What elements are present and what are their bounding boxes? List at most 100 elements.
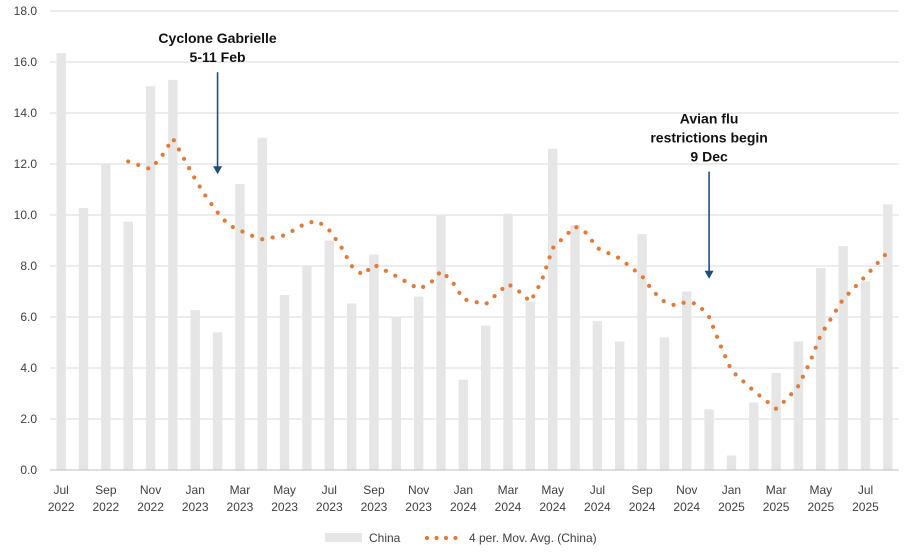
ma-dot-50 <box>517 289 522 294</box>
ma-dot-97 <box>828 317 833 322</box>
ma-dot-45 <box>474 300 479 305</box>
bar-33 <box>793 341 804 470</box>
bar-16 <box>413 296 424 470</box>
bar-3 <box>123 221 133 470</box>
china-bars <box>56 53 893 471</box>
ma-dot-21 <box>280 233 286 238</box>
ma-dot-28 <box>339 245 344 250</box>
ma-dot-102 <box>861 276 866 281</box>
ma-dot-29 <box>344 254 349 260</box>
ma-dot-103 <box>868 268 873 273</box>
ma-dot-12 <box>203 193 208 198</box>
ma-dot-73 <box>681 300 686 305</box>
ma-dot-59 <box>566 230 571 235</box>
ma-dot-31 <box>358 270 363 275</box>
y-tick-label: 12.0 <box>14 157 38 171</box>
annotation-arrowhead-0 <box>213 166 223 175</box>
ma-dot-74 <box>691 301 696 306</box>
x-tick-label-year: 2023 <box>316 500 343 514</box>
bar-6 <box>190 310 200 470</box>
annotation-text: restrictions begin <box>650 130 767 146</box>
y-axis-tick-labels: 0.0 2.0 4.0 6.0 8.0 10.0 12.0 14.0 16.0 18.0 <box>14 4 38 477</box>
ma-dot-96 <box>822 326 827 331</box>
ma-dot-64 <box>606 251 611 256</box>
bar-19 <box>480 325 491 470</box>
ma-dot-63 <box>596 246 601 251</box>
annotation-text: 5-11 Feb <box>190 49 246 65</box>
ma-dot-86 <box>765 399 770 405</box>
ma-dot-41 <box>444 274 449 279</box>
x-tick-label-month: Jul <box>322 483 337 497</box>
annotation-text: Avian flu <box>680 111 739 127</box>
ma-dot-48 <box>500 286 505 292</box>
x-tick-label-month: May <box>809 483 832 497</box>
bar-17 <box>436 214 446 470</box>
x-tick-label-month: May <box>541 483 564 497</box>
ma-dot-46 <box>484 301 489 306</box>
ma-dot-90 <box>796 384 801 389</box>
x-tick-label-year: 2022 <box>93 500 120 514</box>
ma-dot-1 <box>136 162 141 167</box>
ma-dot-51 <box>524 296 530 301</box>
x-axis-tick-labels: Jul 2022 Sep 2022 Nov 2022 Jan 2023 Mar 2023 May 20… <box>48 483 879 514</box>
x-tick-label-year: 2023 <box>361 500 388 514</box>
x-tick-label-month: Sep <box>631 483 653 497</box>
x-tick-label-month: Mar <box>766 483 787 497</box>
ma-dot-68 <box>640 275 645 280</box>
ma-dot-91 <box>800 374 805 379</box>
y-tick-label: 4.0 <box>20 361 37 375</box>
ma-dot-39 <box>429 279 435 284</box>
x-tick-label-year: 2025 <box>763 500 790 514</box>
ma-dot-53 <box>536 284 541 290</box>
ma-dot-54 <box>540 275 545 280</box>
ma-dot-93 <box>809 355 814 360</box>
ma-dot-11 <box>197 184 202 189</box>
ma-dot-101 <box>853 283 858 289</box>
ma-dot-75 <box>700 306 705 312</box>
ma-dot-27 <box>333 236 338 242</box>
bar-11 <box>302 266 312 470</box>
bar-27 <box>659 337 670 470</box>
y-tick-label: 2.0 <box>20 412 37 426</box>
ma-dot-70 <box>653 291 658 297</box>
ma-dot-87 <box>773 406 779 411</box>
x-tick-label-year: 2024 <box>539 500 566 514</box>
x-tick-label-year: 2023 <box>182 500 209 514</box>
legend-swatch-dot-2 <box>443 535 449 541</box>
ma-dot-81 <box>727 363 732 369</box>
ma-dot-49 <box>508 283 513 288</box>
ma-dot-94 <box>813 345 818 350</box>
ma-dot-61 <box>583 230 588 235</box>
x-tick-label-month: Jul <box>53 483 68 497</box>
legend: China 4 per. Mov. Avg. (China) <box>325 531 597 545</box>
ma-dot-78 <box>714 334 720 339</box>
ma-dot-33 <box>374 263 379 269</box>
bar-35 <box>838 246 848 470</box>
x-tick-label-year: 2025 <box>718 500 745 514</box>
x-tick-label-month: Sep <box>363 483 385 497</box>
ma-dot-23 <box>299 223 304 228</box>
ma-dot-2 <box>146 166 151 171</box>
ma-dot-95 <box>817 335 822 340</box>
ma-dot-85 <box>757 393 762 398</box>
bar-24 <box>592 321 603 470</box>
bar-12 <box>324 240 334 470</box>
ma-dot-89 <box>789 392 794 397</box>
ma-dot-83 <box>741 379 746 384</box>
x-tick-label-month: Mar <box>230 483 251 497</box>
ma-dot-20 <box>270 235 275 240</box>
x-tick-label-month: Sep <box>95 483 117 497</box>
ma-dot-7 <box>176 147 182 152</box>
bar-21 <box>525 301 536 470</box>
ma-dot-69 <box>647 283 652 288</box>
ma-dot-8 <box>181 156 187 161</box>
bar-25 <box>615 341 625 470</box>
legend-swatch-dot-3 <box>453 535 458 541</box>
bar-34 <box>816 268 826 470</box>
legend-swatch-china <box>325 533 362 542</box>
bar-0 <box>56 53 66 470</box>
ma-dot-88 <box>781 399 786 404</box>
ma-dot-32 <box>366 267 371 273</box>
y-tick-label: 6.0 <box>20 310 37 324</box>
ma-dot-84 <box>749 386 754 391</box>
